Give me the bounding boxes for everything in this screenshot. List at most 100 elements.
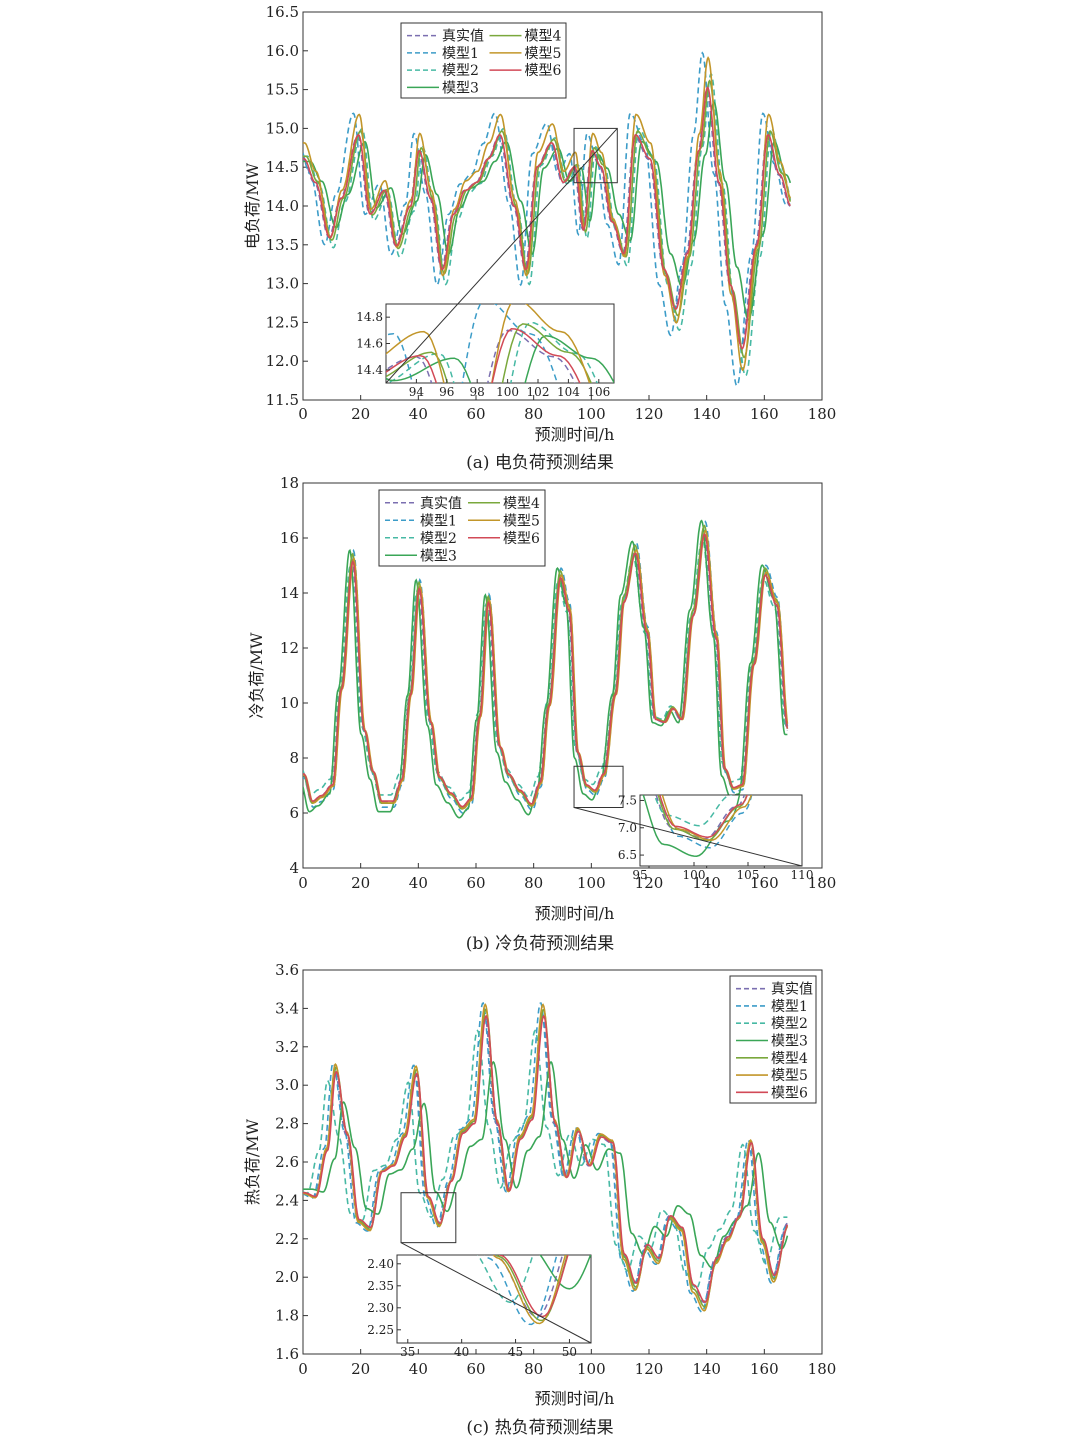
legend-label: 真实值 — [420, 496, 462, 512]
series-group — [303, 1002, 789, 1313]
inset-frame — [639, 794, 803, 867]
legend-label: 真实值 — [442, 29, 484, 45]
y-tick-label: 13.5 — [266, 236, 299, 254]
x-tick-label: 120 — [635, 1360, 664, 1378]
y-axis-label: 热负荷/MW — [243, 1118, 262, 1205]
inset-y-tick-label: 2.35 — [367, 1279, 394, 1293]
y-tick-label: 15.5 — [266, 81, 299, 99]
series-line-模型3 — [303, 1060, 789, 1269]
legend-label: 模型6 — [771, 1085, 808, 1101]
y-tick-label: 12.5 — [266, 313, 299, 331]
inset-series-group — [642, 795, 753, 857]
x-tick-label: 100 — [577, 405, 606, 423]
inset-x-tick-label: 100 — [683, 868, 706, 882]
y-tick-label: 14.5 — [266, 158, 299, 176]
legend-label: 模型2 — [442, 63, 479, 79]
series-group — [303, 519, 789, 819]
series-line-模型5 — [303, 529, 789, 810]
y-axis-label: 电负荷/MW — [243, 162, 262, 249]
inset-series-line-模型1 — [658, 795, 753, 849]
series-line-模型3 — [303, 100, 792, 321]
y-tick-label: 12.0 — [266, 352, 299, 370]
y-tick-label: 12 — [280, 639, 299, 657]
inset-x-tick-label: 102 — [527, 385, 550, 399]
heating-load-chart: 0 20 40 60 80 100 120 140 160 1801.61.82.02.22.42… — [243, 961, 836, 1408]
x-tick-label: 160 — [750, 874, 779, 892]
inset-series-line-模型6 — [386, 328, 581, 383]
legend-label: 模型1 — [771, 999, 808, 1015]
series-line-模型2 — [303, 1029, 788, 1289]
inset-x-tick-label: 96 — [439, 385, 454, 399]
inset-x-tick-label: 40 — [454, 1345, 469, 1359]
inset-series-line-模型5 — [386, 304, 591, 383]
y-tick-label: 8 — [289, 749, 299, 767]
legend-label: 模型5 — [503, 513, 540, 529]
plot-frame — [302, 482, 823, 869]
series-line-模型4 — [303, 79, 792, 359]
legend-label: 模型3 — [420, 548, 457, 564]
y-tick-label: 1.8 — [275, 1307, 299, 1325]
y-tick-label: 13.0 — [266, 275, 299, 293]
x-tick-label: 40 — [409, 874, 428, 892]
inset-y-tick-label: 14.6 — [356, 337, 383, 351]
legend-box — [378, 489, 546, 567]
x-tick-label: 60 — [466, 405, 485, 423]
inset-y-tick-label: 6.5 — [618, 848, 637, 862]
series-line-模型6 — [303, 533, 789, 808]
series-line-模型1 — [303, 1002, 788, 1313]
inset-series-group — [386, 304, 614, 383]
inset-x-tick-label: 105 — [737, 868, 760, 882]
y-tick-label: 1.6 — [275, 1345, 299, 1363]
x-tick-label: 180 — [808, 405, 837, 423]
y-tick-label: 3.6 — [275, 961, 299, 979]
inset-y-tick-label: 2.40 — [367, 1257, 394, 1271]
inset-x-tick-label: 110 — [791, 868, 814, 882]
inset-y-tick-label: 2.30 — [367, 1301, 394, 1315]
x-tick-label: 0 — [298, 874, 308, 892]
x-tick-label: 80 — [524, 874, 543, 892]
y-tick-label: 4 — [289, 859, 299, 877]
inset-series-line-真实值 — [655, 795, 746, 840]
series-line-模型5 — [303, 1003, 789, 1312]
caption-electric-load: (a) 电负荷预测结果 — [466, 453, 614, 473]
inset-series-line-模型1 — [386, 304, 559, 383]
x-tick-label: 140 — [692, 1360, 721, 1378]
y-tick-label: 2.8 — [275, 1115, 299, 1133]
inset-x-tick-label: 50 — [562, 1345, 577, 1359]
x-tick-label: 120 — [635, 405, 664, 423]
y-tick-label: 16 — [280, 529, 299, 547]
x-tick-label: 20 — [351, 1360, 370, 1378]
zoom-connector — [573, 807, 803, 867]
inset-series-line-模型6 — [659, 795, 749, 838]
inset-y-tick-label: 2.25 — [367, 1323, 394, 1337]
series-line-模型6 — [303, 86, 791, 350]
y-tick-label: 3.2 — [275, 1038, 299, 1056]
zoom-region — [573, 127, 618, 184]
y-tick-label: 2.2 — [275, 1230, 299, 1248]
legend-label: 模型2 — [420, 531, 457, 547]
x-tick-label: 80 — [524, 1360, 543, 1378]
y-tick-label: 3.4 — [275, 999, 299, 1017]
zoom-region — [400, 1192, 457, 1244]
inset-x-tick-label: 98 — [470, 385, 485, 399]
inset-x-tick-label: 100 — [496, 385, 519, 399]
legend-label: 模型5 — [771, 1068, 808, 1084]
x-tick-label: 60 — [466, 1360, 485, 1378]
zoom-region — [573, 765, 624, 808]
x-tick-label: 160 — [750, 1360, 779, 1378]
series-line-模型6 — [303, 1014, 789, 1304]
legend-box — [400, 22, 567, 99]
x-tick-label: 80 — [524, 405, 543, 423]
y-tick-label: 2.6 — [275, 1153, 299, 1171]
series-group — [303, 51, 792, 388]
zoom-connector — [385, 128, 618, 384]
y-tick-label: 18 — [280, 474, 299, 492]
inset-x-tick-label: 106 — [587, 385, 610, 399]
inset-y-tick-label: 14.4 — [356, 363, 383, 377]
legend-label: 模型1 — [442, 46, 479, 62]
y-tick-label: 10 — [280, 694, 299, 712]
series-line-模型1 — [303, 51, 791, 388]
x-tick-label: 0 — [298, 1360, 308, 1378]
y-tick-label: 16.5 — [266, 3, 299, 21]
y-tick-label: 3.0 — [275, 1076, 299, 1094]
